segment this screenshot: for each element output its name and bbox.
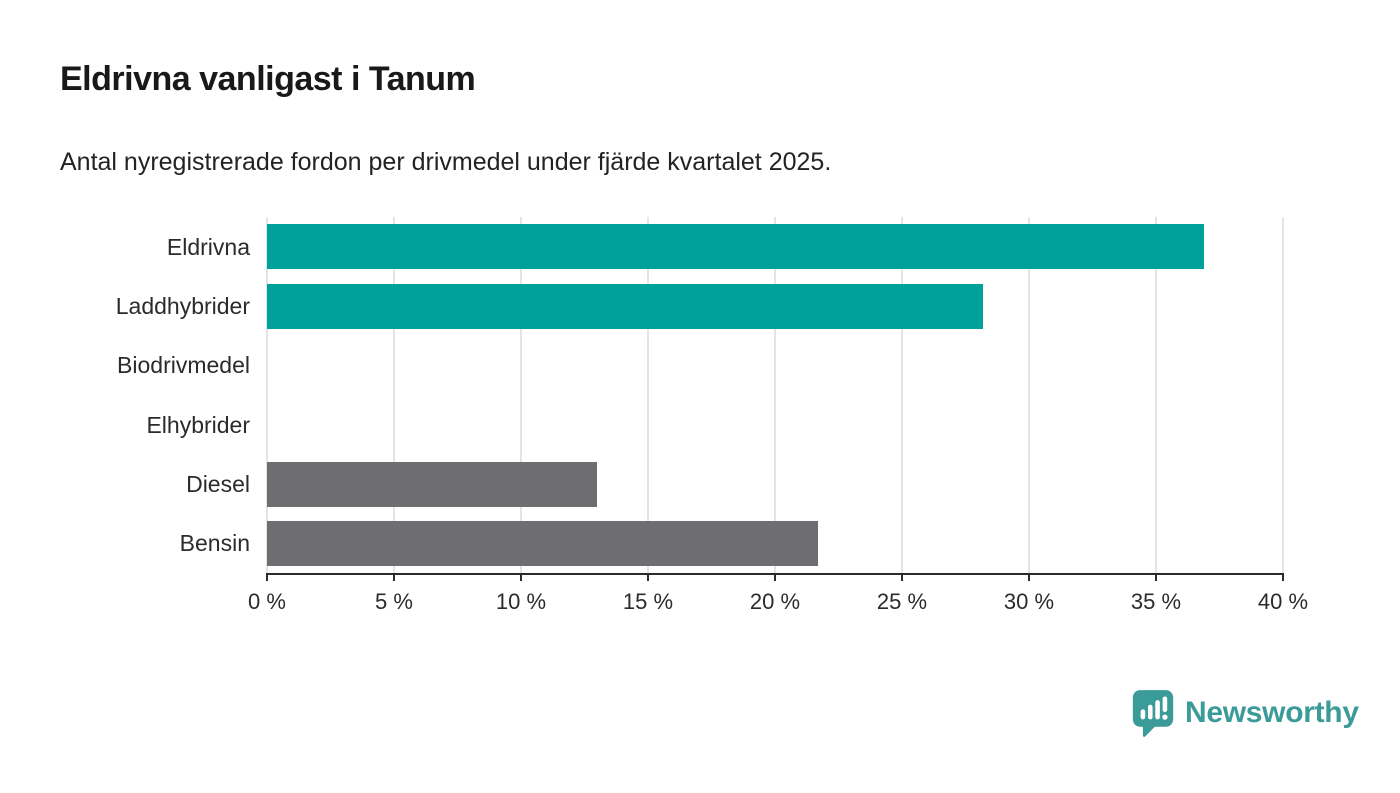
- x-axis-tick: [520, 573, 522, 581]
- gridline: [393, 217, 395, 573]
- gridline: [774, 217, 776, 573]
- x-axis-tick: [1282, 573, 1284, 581]
- x-axis-tick: [266, 573, 268, 581]
- bar-bensin: [267, 520, 819, 566]
- x-axis-tick-label: 40 %: [1257, 589, 1309, 614]
- gridline: [266, 217, 268, 573]
- gridline: [1028, 217, 1030, 573]
- x-axis-tick: [1155, 573, 1157, 581]
- category-label-diesel: Diesel: [186, 471, 250, 497]
- x-axis-tick: [647, 573, 649, 581]
- gridline: [901, 217, 903, 573]
- category-label-eldrivna: Eldrivna: [166, 233, 250, 260]
- category-label-elhybrider: Elhybrider: [146, 411, 250, 438]
- chart-title: Eldrivna vanligast i Tanum: [60, 60, 476, 98]
- gridline: [1282, 217, 1284, 573]
- bar-laddhybrider: [267, 283, 984, 329]
- chart-subtitle: Antal nyregistrerade fordon per drivmede…: [60, 148, 832, 176]
- x-axis-tick: [901, 573, 903, 581]
- gridline: [1155, 217, 1157, 573]
- x-axis-tick-label: 35 %: [1130, 589, 1182, 614]
- category-label-laddhybrider: Laddhybrider: [115, 293, 250, 319]
- category-label-biodrivmedel: Biodrivmedel: [117, 352, 250, 379]
- category-label-bensin: Bensin: [179, 530, 250, 557]
- newsworthy-wordmark: Newsworthy: [1185, 696, 1359, 729]
- gridline: [647, 217, 649, 573]
- bar-eldrivna: [267, 224, 1205, 270]
- bar-diesel: [267, 461, 598, 507]
- plot-area: 0 % 5 % 10 % 15 % 20 % 25 % 30 % 35 % 40 %: [248, 217, 1308, 614]
- x-axis-tick-label: 25 %: [876, 589, 928, 614]
- x-axis-tick-label: 20 %: [749, 589, 801, 614]
- x-axis-tick-label: 5 %: [375, 589, 413, 614]
- newsworthy-icon: [1132, 690, 1174, 737]
- x-axis-tick-label: 15 %: [622, 589, 674, 614]
- x-axis-tick-label: 0 %: [248, 589, 286, 614]
- newsworthy-logo: Newsworthy: [1131, 688, 1359, 738]
- x-axis-tick: [393, 573, 395, 581]
- gridline: [520, 217, 522, 573]
- x-axis-tick-label: 10 %: [495, 589, 547, 614]
- x-axis-tick-label: 30 %: [1003, 589, 1055, 614]
- x-axis-tick: [774, 573, 776, 581]
- x-axis-tick: [1028, 573, 1030, 581]
- y-axis-labels: Eldrivna Laddhybrider Biodrivmedel Elhybrid…: [0, 217, 250, 573]
